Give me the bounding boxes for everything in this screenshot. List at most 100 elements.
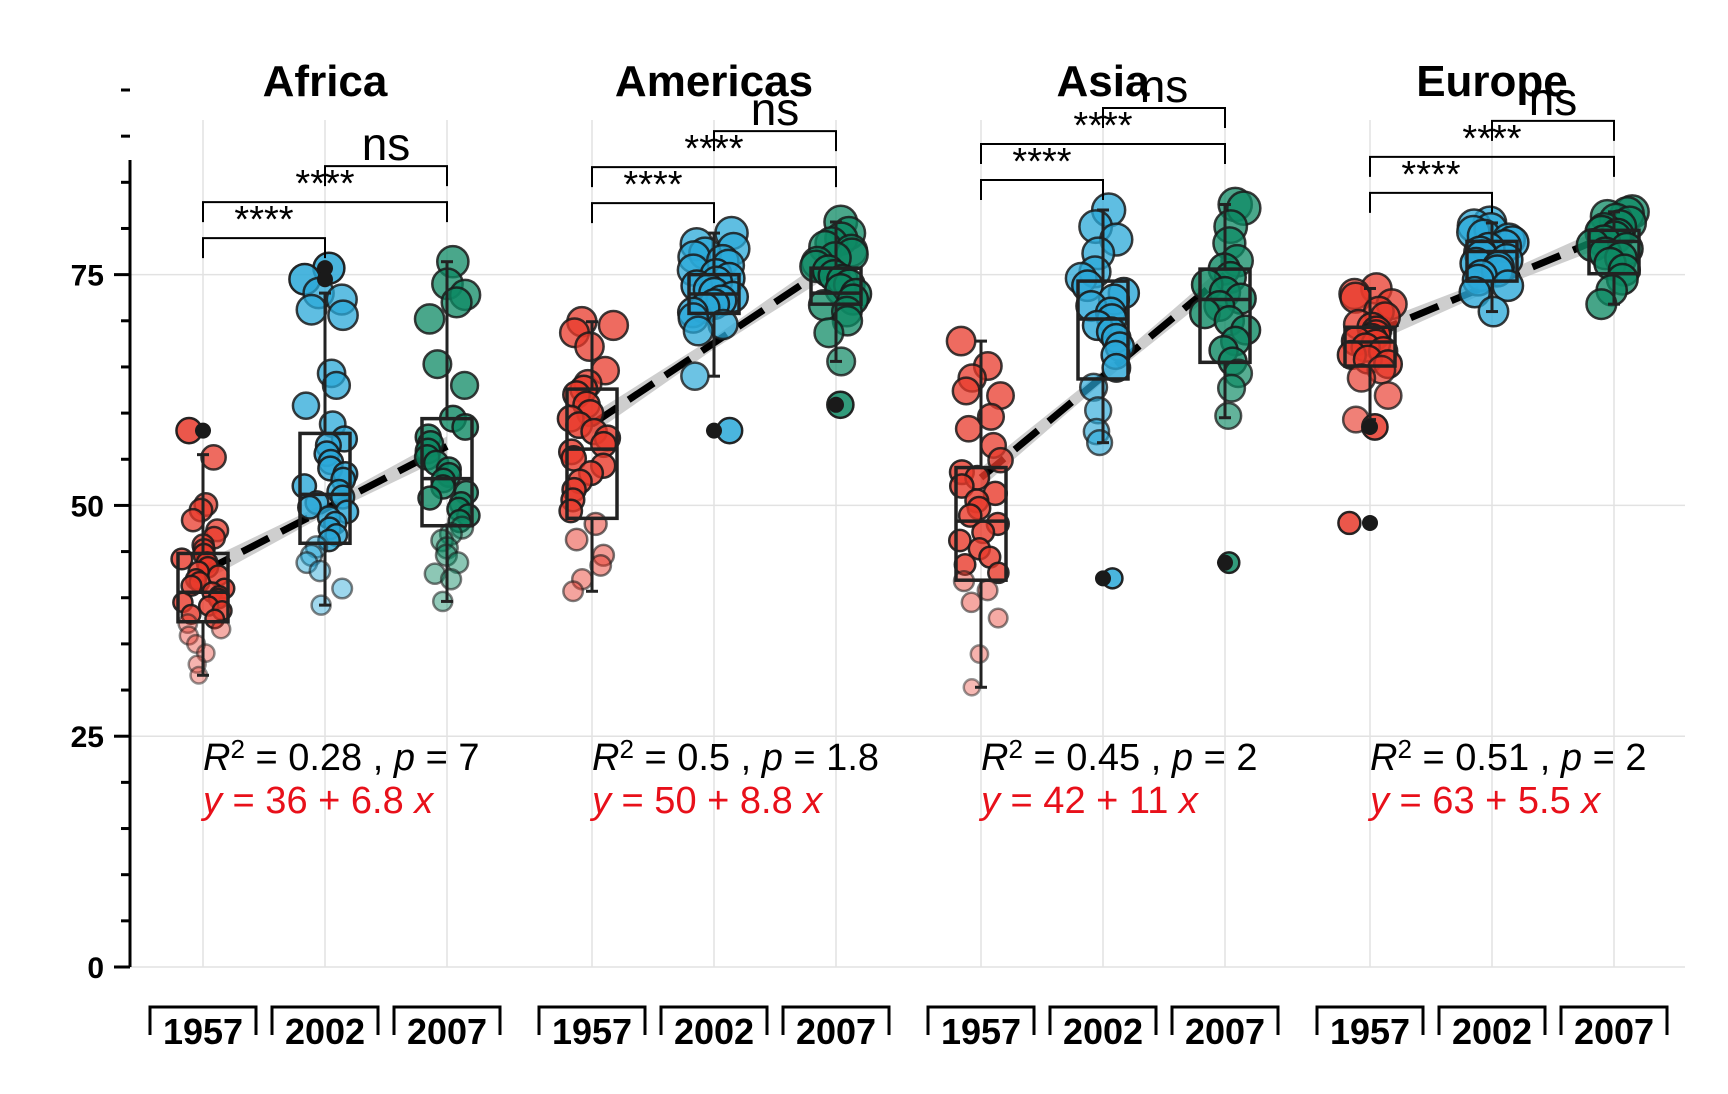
p-symbol: p xyxy=(1560,737,1582,779)
r2-symbol: R xyxy=(592,737,619,779)
data-point xyxy=(583,511,608,537)
boxplot-2007 xyxy=(809,220,863,363)
r2-superscript: 2 xyxy=(1008,734,1022,764)
stat-annotation: R2 = 0.51 , p = 2y = 63 + 5.5 x xyxy=(1367,734,1646,822)
x-tick-bracket xyxy=(537,1005,647,1035)
data-point xyxy=(1214,401,1243,430)
y-tick-label: 0 xyxy=(87,952,104,985)
outlier-dot xyxy=(1217,554,1233,571)
r2-symbol: R xyxy=(981,737,1008,779)
data-point xyxy=(597,309,630,342)
data-point xyxy=(204,608,226,630)
data-point xyxy=(945,325,977,357)
eq-body: = 63 + 5.5 xyxy=(1389,780,1581,822)
data-point xyxy=(327,299,359,332)
x-tick-bracket xyxy=(1437,1005,1547,1035)
bracket-line xyxy=(591,166,837,188)
significance-label: ns xyxy=(362,118,411,170)
x-tick-bracket xyxy=(148,1005,258,1035)
data-point xyxy=(682,315,714,347)
x-tick-bracket xyxy=(659,1005,769,1035)
outlier-dot xyxy=(317,260,333,277)
data-point xyxy=(186,633,207,654)
significance-label: **** xyxy=(623,164,682,206)
r2-superscript: 2 xyxy=(1397,734,1411,764)
significance-label: **** xyxy=(1012,141,1071,183)
boxplot-2002 xyxy=(1465,221,1519,314)
data-point xyxy=(951,376,981,406)
eq-body: = 42 + 11 xyxy=(1000,780,1179,822)
outlier-dot xyxy=(195,422,211,439)
data-point xyxy=(558,498,584,524)
box xyxy=(809,266,863,306)
significance-label: **** xyxy=(1401,154,1460,196)
data-point xyxy=(987,607,1009,629)
box xyxy=(1198,267,1252,365)
x-tick-label: 2002 xyxy=(674,1011,754,1052)
outlier-dot xyxy=(1362,418,1378,435)
data-point xyxy=(331,577,354,600)
bracket-line xyxy=(713,130,837,152)
eq-y: y xyxy=(978,780,1002,822)
boxplot-1957 xyxy=(176,453,230,677)
box xyxy=(565,387,619,521)
data-point xyxy=(417,485,443,511)
significance-bracket: **** xyxy=(980,141,1104,201)
outlier-dot xyxy=(1095,570,1111,587)
boxplot-1957 xyxy=(565,320,619,593)
bracket-line xyxy=(1369,191,1493,213)
eq-y: y xyxy=(1367,780,1391,822)
significance-bracket: ns xyxy=(1491,73,1615,141)
regression-equation: y = 36 + 6.8 x xyxy=(200,780,435,822)
outlier-dot xyxy=(828,396,844,413)
boxplot-2007 xyxy=(1198,202,1252,420)
data-point xyxy=(195,643,216,664)
eq-body: = 36 + 6.8 xyxy=(222,780,414,822)
x-tick-label: 2007 xyxy=(1185,1011,1265,1052)
data-point xyxy=(562,580,585,603)
significance-label: ns xyxy=(1140,60,1189,112)
boxplot-2002 xyxy=(298,291,352,607)
boxplot-2007 xyxy=(420,260,474,603)
data-point xyxy=(1458,275,1492,309)
y-tick-label: 50 xyxy=(71,490,104,523)
r2-text: R2 = 0.28 , p = 7 xyxy=(203,734,479,779)
significance-bracket: **** xyxy=(591,164,715,224)
p-value: = 1.8 xyxy=(783,737,879,779)
box xyxy=(1343,325,1397,368)
x-tick-label: 2002 xyxy=(285,1011,365,1052)
data-point xyxy=(574,331,605,362)
outlier-dot xyxy=(317,271,333,288)
data-point xyxy=(180,507,206,533)
data-point xyxy=(564,527,589,552)
bracket-line xyxy=(1102,107,1226,129)
significance-bracket: ns xyxy=(324,118,448,187)
x-tick-bracket xyxy=(1559,1005,1669,1035)
x-tick-label: 2007 xyxy=(1574,1011,1654,1052)
regression-equation: y = 42 + 11 x xyxy=(978,780,1200,822)
data-point xyxy=(960,591,983,614)
box xyxy=(298,431,352,546)
points-1957 xyxy=(1336,272,1408,536)
bracket-line xyxy=(591,202,715,224)
boxplot-2002 xyxy=(687,231,741,378)
regression-equation: y = 63 + 5.5 x xyxy=(1367,780,1602,822)
data-point xyxy=(987,561,1010,585)
eq-body: = 50 + 8.8 xyxy=(611,780,803,822)
significance-bracket: **** xyxy=(1369,154,1493,213)
box xyxy=(954,465,1008,582)
data-point xyxy=(1337,510,1362,536)
data-point xyxy=(187,654,207,674)
x-tick-label: 1957 xyxy=(163,1011,243,1052)
regression-equation: y = 50 + 8.8 x xyxy=(589,780,824,822)
stat-annotation: R2 = 0.45 , p = 2y = 42 + 11 x xyxy=(978,734,1257,822)
data-point xyxy=(291,391,321,421)
x-tick-label: 2002 xyxy=(1452,1011,1532,1052)
grid-lines xyxy=(130,120,1685,968)
x-tick-bracket xyxy=(270,1005,380,1035)
bracket-line xyxy=(1491,119,1615,141)
x-tick-bracket xyxy=(1170,1005,1280,1035)
data-point xyxy=(969,644,990,664)
data-point xyxy=(440,286,473,319)
